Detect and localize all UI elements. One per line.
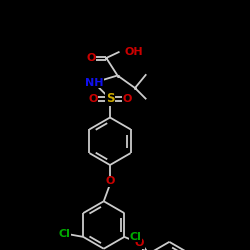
Text: O: O: [135, 238, 144, 248]
Text: Cl: Cl: [130, 232, 142, 242]
Text: O: O: [122, 94, 132, 104]
Text: S: S: [106, 92, 114, 105]
Text: OH: OH: [124, 47, 143, 57]
Text: NH: NH: [84, 78, 103, 88]
Text: Cl: Cl: [58, 230, 70, 239]
Text: O: O: [105, 176, 115, 186]
Text: O: O: [86, 53, 96, 63]
Text: O: O: [88, 94, 98, 104]
